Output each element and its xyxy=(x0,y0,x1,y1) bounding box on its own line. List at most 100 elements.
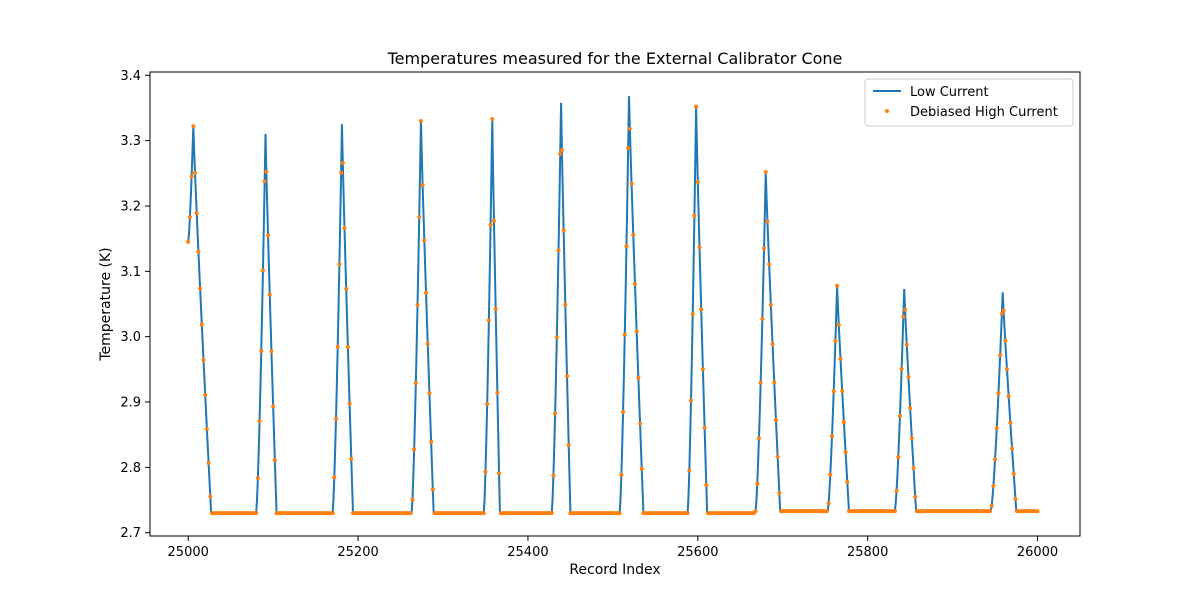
legend-dot-marker xyxy=(885,109,889,113)
scatter-point xyxy=(989,503,994,508)
scatter-point xyxy=(259,348,264,353)
scatter-point xyxy=(1006,394,1011,399)
scatter-point xyxy=(627,126,632,131)
scatter-point xyxy=(255,476,260,481)
scatter-point xyxy=(685,511,690,516)
y-axis-label: Temperature (K) xyxy=(98,247,114,361)
legend: Low Current Debiased High Current xyxy=(864,78,1074,127)
scatter-point xyxy=(485,401,490,406)
scatter-point xyxy=(911,465,916,470)
scatter-point xyxy=(762,246,767,251)
scatter-point xyxy=(828,472,833,477)
scatter-point xyxy=(632,281,637,286)
scatter-point xyxy=(415,302,420,307)
scatter-point xyxy=(906,374,911,379)
scatter-point xyxy=(413,381,418,386)
x-tick-label: 25600 xyxy=(677,545,718,560)
scatter-point xyxy=(622,332,627,337)
scatter-point xyxy=(551,473,556,478)
scatter-point xyxy=(763,169,768,174)
scatter-point xyxy=(843,450,848,455)
scatter-point xyxy=(189,174,194,179)
scatter-point xyxy=(909,436,914,441)
scatter-point xyxy=(756,436,761,441)
scatter-point xyxy=(483,469,488,474)
scatter-point xyxy=(838,356,843,361)
scatter-point xyxy=(340,160,345,165)
scatter-point xyxy=(1008,420,1013,425)
scatter-point xyxy=(775,454,780,459)
scatter-point xyxy=(702,425,707,430)
scatter-point xyxy=(191,124,196,129)
scatter-point xyxy=(266,233,271,238)
scatter-point xyxy=(186,239,191,244)
scatter-point xyxy=(991,483,996,488)
scatter-point xyxy=(554,335,559,340)
scatter-point xyxy=(1035,509,1040,514)
scatter-point xyxy=(203,392,208,397)
scatter-point xyxy=(553,411,558,416)
scatter-point xyxy=(994,426,999,431)
scatter-point xyxy=(429,439,434,444)
scatter-point xyxy=(896,455,901,460)
x-tick-label: 25800 xyxy=(847,545,888,560)
scatter-point xyxy=(193,170,198,175)
scatter-point xyxy=(687,468,692,473)
scatter-point xyxy=(566,443,571,448)
scatter-point xyxy=(1011,471,1016,476)
scatter-point xyxy=(636,375,641,380)
scatter-point xyxy=(634,329,639,334)
scatter-point xyxy=(260,268,265,273)
scatter-point xyxy=(638,421,643,426)
scatter-point xyxy=(999,311,1004,316)
scatter-point xyxy=(332,475,337,480)
plot-area xyxy=(186,96,1040,516)
scatter-point xyxy=(998,352,1003,357)
series-debiased-high-current xyxy=(186,104,1040,516)
scatter-point xyxy=(913,494,918,499)
scatter-point xyxy=(617,511,622,516)
scatter-point xyxy=(339,170,344,175)
scatter-point xyxy=(206,461,211,466)
scatter-point xyxy=(631,232,636,237)
scatter-point xyxy=(692,213,697,218)
scatter-point xyxy=(561,228,566,233)
scatter-point xyxy=(337,262,342,267)
scatter-point xyxy=(845,479,850,484)
scatter-point xyxy=(824,509,829,514)
scatter-point xyxy=(626,146,631,151)
scatter-point xyxy=(408,511,413,516)
scatter-point xyxy=(204,427,209,432)
y-tick-label: 3.1 xyxy=(120,265,141,280)
scatter-point xyxy=(840,388,845,393)
series-low-current-line xyxy=(187,96,1038,515)
scatter-point xyxy=(755,481,760,486)
scatter-point xyxy=(425,341,430,346)
scatter-point xyxy=(257,419,262,424)
scatter-point xyxy=(700,367,705,372)
scatter-point xyxy=(430,487,435,492)
scatter-point xyxy=(765,219,770,224)
y-tick-label: 3.3 xyxy=(120,134,141,149)
scatter-point xyxy=(271,404,276,409)
scatter-point xyxy=(556,248,561,253)
scatter-point xyxy=(345,345,350,350)
scatter-point xyxy=(262,179,267,184)
scatter-point xyxy=(565,373,570,378)
scatter-point xyxy=(267,292,272,297)
scatter-point xyxy=(269,349,274,354)
scatter-point xyxy=(1003,338,1008,343)
scatter-point xyxy=(833,338,838,343)
scatter-point xyxy=(493,306,498,311)
scatter-point xyxy=(767,262,772,267)
chart-title: Temperatures measured for the External C… xyxy=(387,49,843,68)
scatter-point xyxy=(830,434,834,439)
x-tick-label: 25000 xyxy=(168,545,209,560)
y-tick-label: 2.8 xyxy=(120,461,141,476)
scatter-point xyxy=(987,509,992,514)
y-axis: 2.7 2.8 2.9 3.0 3.1 3.2 3.3 3.4 xyxy=(120,69,150,541)
scatter-point xyxy=(624,244,629,249)
scatter-point xyxy=(993,457,998,462)
scatter-point xyxy=(330,511,335,516)
scatter-point xyxy=(349,456,354,461)
